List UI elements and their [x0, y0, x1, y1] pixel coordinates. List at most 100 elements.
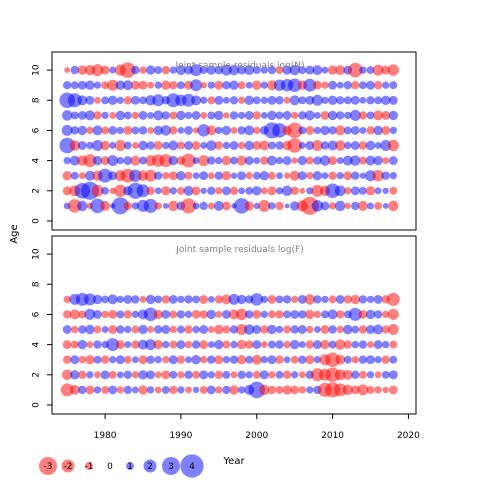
residual-bubble	[146, 386, 155, 394]
residual-bubble	[229, 96, 239, 105]
residual-bubble	[77, 80, 87, 90]
residual-bubble	[335, 354, 346, 365]
residual-bubble	[268, 202, 276, 210]
x-tick-label: 2020	[397, 431, 420, 441]
residual-bubble	[184, 295, 193, 304]
residual-bubble	[168, 355, 178, 365]
bubble-size-legend: -3 -2 -1 0 1 2 3 4	[38, 454, 204, 478]
residual-bubble	[350, 186, 360, 196]
residual-bubble	[69, 309, 80, 320]
residual-bubble	[100, 200, 111, 211]
residual-bubble	[282, 295, 292, 304]
residual-bubble	[138, 385, 148, 395]
residual-bubble	[84, 110, 95, 121]
residual-bubble	[342, 369, 353, 380]
residual-bubble	[290, 355, 299, 364]
residual-bubble	[190, 64, 203, 77]
residual-bubble	[169, 187, 177, 195]
residual-bubble	[200, 82, 207, 89]
residual-bubble	[382, 340, 390, 349]
residual-bubble	[123, 355, 132, 364]
residual-bubble	[214, 370, 224, 380]
residual-bubble	[207, 111, 216, 120]
residual-bubble	[162, 340, 170, 349]
residual-bubble	[358, 141, 368, 150]
residual-bubble	[192, 370, 201, 379]
residual-bubble	[313, 310, 322, 319]
residual-bubble	[191, 95, 202, 106]
residual-bubble	[286, 122, 303, 139]
residual-bubble	[382, 81, 390, 89]
residual-bubble	[122, 80, 133, 91]
residual-bubble	[176, 310, 186, 319]
residual-bubble	[252, 325, 262, 334]
y-axis: 0 2 4 6 8 10	[32, 248, 52, 408]
residual-bubble	[245, 81, 253, 89]
residual-bubble	[327, 110, 338, 121]
residual-bubble	[267, 186, 277, 196]
residual-bubble	[185, 386, 192, 394]
residual-bubble	[131, 142, 139, 149]
residual-bubble	[223, 112, 230, 119]
residual-bubble	[129, 169, 142, 182]
residual-bubble	[184, 325, 193, 334]
residual-bubble	[200, 187, 207, 194]
residual-bubble	[62, 310, 72, 319]
residual-bubble	[311, 140, 323, 151]
residual-bubble	[252, 370, 261, 379]
residual-bubble	[298, 355, 307, 364]
residual-bubble	[161, 295, 171, 304]
residual-bubble	[237, 370, 246, 380]
residual-bubble	[168, 294, 178, 304]
residual-bubble	[344, 111, 352, 120]
residual-bubble	[192, 325, 200, 334]
residual-bubble	[245, 172, 253, 180]
residual-bubble	[192, 157, 200, 165]
residual-bubble	[381, 370, 390, 379]
plot-frame	[51, 235, 417, 415]
residual-bubble	[221, 201, 231, 211]
residual-bubble	[389, 81, 398, 90]
residual-bubble	[233, 198, 250, 214]
residual-bubble	[182, 93, 195, 107]
residual-bubble	[252, 80, 262, 90]
residual-bubble	[222, 141, 231, 150]
residual-bubble	[389, 186, 398, 195]
residual-bubble	[253, 157, 261, 165]
residual-bubble	[321, 172, 329, 180]
residual-bubble	[70, 126, 80, 135]
residual-bubble	[62, 80, 72, 90]
residual-bubble	[388, 110, 399, 121]
residual-bubble	[283, 96, 291, 104]
residual-bubble	[373, 324, 384, 335]
residual-bubble	[229, 325, 239, 334]
residual-bubble	[348, 307, 362, 321]
legend-label: -3	[44, 462, 53, 472]
residual-bubble	[272, 123, 287, 138]
residual-bubble	[176, 325, 185, 334]
residual-bubble	[243, 324, 255, 335]
residual-bubble	[199, 201, 208, 211]
y-tick-label: 4	[32, 157, 42, 163]
residual-bubble	[199, 294, 209, 304]
residual-bubble	[92, 125, 103, 136]
residual-bubble	[342, 155, 353, 166]
residual-bubble	[359, 66, 367, 74]
residual-bubble	[283, 340, 291, 349]
residual-bubble	[108, 370, 117, 379]
residual-bubble	[62, 186, 72, 196]
residual-bubble	[328, 325, 337, 334]
residual-bubble	[221, 309, 231, 319]
residual-bubble	[91, 184, 104, 197]
bubble-layer	[60, 292, 400, 399]
y-tick-label: 4	[32, 341, 42, 347]
residual-bubble	[100, 355, 110, 364]
y-tick-label: 6	[32, 311, 42, 317]
residual-bubble	[343, 80, 353, 90]
residual-bubble	[334, 369, 346, 381]
residual-bubble	[289, 170, 300, 181]
residual-bubble	[161, 385, 170, 394]
residual-bubble	[321, 96, 329, 104]
residual-bubble	[180, 198, 197, 214]
residual-bubble	[235, 308, 248, 321]
